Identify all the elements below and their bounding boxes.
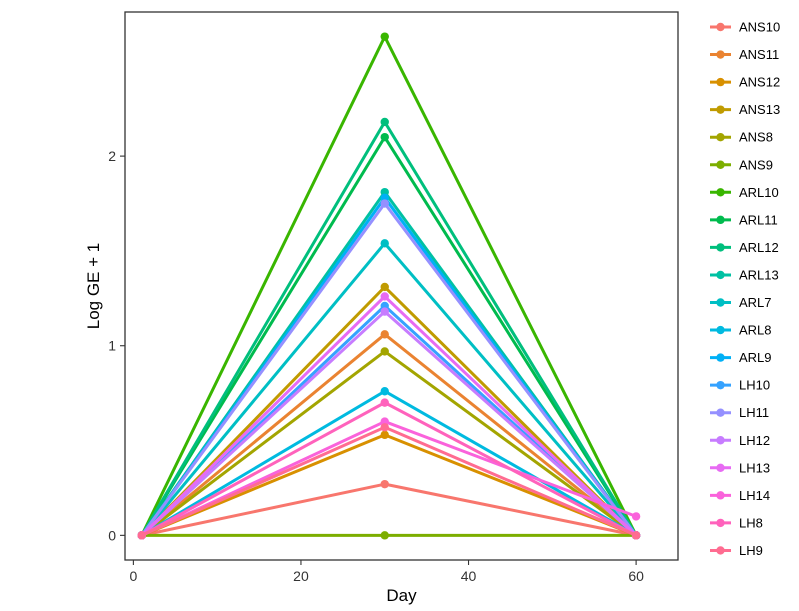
legend-key-point (716, 436, 725, 445)
legend-label: ARL13 (739, 267, 779, 282)
legend-item: ARL8 (710, 323, 772, 338)
x-tick-label: 60 (628, 568, 644, 584)
legend-item: ANS9 (710, 157, 773, 172)
legend-label: ANS9 (739, 157, 773, 172)
series-ans9 (137, 531, 641, 540)
x-axis-title: Day (386, 586, 417, 605)
data-point (380, 330, 389, 339)
series-lh9 (137, 423, 641, 540)
legend-key-point (716, 298, 725, 307)
legend-item: LH13 (710, 460, 770, 475)
series-arl13 (137, 187, 641, 540)
legend-item: ANS8 (710, 130, 773, 145)
legend-key-point (716, 518, 725, 528)
legend-item: LH12 (710, 433, 770, 448)
legend-label: ARL7 (739, 295, 772, 310)
data-point (380, 423, 389, 432)
legend: ANS10 ANS11 ANS12 ANS13 ANS8 ANS9 ARL10 ARL11 AR… (710, 20, 780, 558)
data-point (631, 512, 641, 521)
legend-label: ANS11 (739, 47, 779, 62)
legend-key-point (716, 491, 725, 500)
data-point (380, 199, 389, 208)
legend-item: LH9 (710, 543, 763, 558)
legend-key-point (716, 380, 725, 390)
data-point (380, 307, 389, 316)
y-tick-label: 2 (108, 148, 116, 164)
legend-key-point (716, 160, 725, 169)
legend-label: LH12 (739, 433, 770, 448)
legend-item: LH8 (710, 515, 763, 530)
legend-key-point (716, 105, 725, 114)
legend-label: ANS10 (739, 20, 780, 35)
legend-key-point (716, 353, 725, 362)
legend-item: ARL13 (710, 267, 779, 282)
y-tick-label: 1 (108, 338, 116, 354)
legend-label: LH9 (739, 543, 763, 558)
data-point (380, 430, 389, 440)
data-point (380, 398, 389, 407)
data-point (380, 292, 389, 301)
legend-key-point (716, 22, 725, 32)
legend-label: ANS13 (739, 102, 780, 117)
legend-label: ANS12 (739, 75, 780, 90)
legend-item: ANS12 (710, 75, 780, 90)
legend-key-point (716, 270, 725, 280)
series-line (140, 349, 638, 537)
data-point (137, 531, 146, 540)
legend-label: LH13 (739, 460, 770, 475)
data-point (380, 531, 389, 540)
legend-label: LH10 (739, 378, 770, 393)
legend-label: ARL10 (739, 185, 779, 200)
data-point (380, 479, 389, 489)
data-point (380, 347, 389, 356)
legend-key-point (716, 77, 725, 87)
y-axis-title: Log GE + 1 (84, 243, 103, 329)
legend-label: ANS8 (739, 130, 773, 145)
legend-item: LH11 (710, 405, 769, 420)
legend-item: ARL9 (710, 350, 772, 365)
legend-key-point (716, 408, 725, 417)
legend-item: ARL7 (710, 295, 772, 310)
legend-label: LH8 (739, 515, 763, 530)
data-point (380, 117, 389, 127)
data-point (380, 282, 389, 292)
legend-key-point (716, 463, 725, 472)
legend-item: ANS11 (710, 47, 779, 62)
legend-item: LH14 (710, 488, 770, 503)
legend-item: ARL12 (710, 240, 779, 255)
legend-item: LH10 (710, 378, 770, 393)
legend-label: LH11 (739, 405, 769, 420)
legend-key-point (716, 325, 725, 335)
legend-key-point (716, 188, 725, 197)
legend-label: ARL8 (739, 323, 772, 338)
panel-border (124, 11, 679, 561)
legend-item: ARL11 (710, 212, 778, 227)
legend-item: ANS10 (710, 20, 780, 35)
y-tick-label: 0 (108, 527, 116, 543)
x-tick-label: 40 (461, 568, 477, 584)
axes: 0 20 40 60 0 1 2 (108, 11, 679, 584)
legend-key-point (716, 133, 725, 142)
legend-key-point (716, 546, 725, 555)
legend-key-point (716, 215, 725, 225)
data-point (380, 239, 389, 248)
data-point (380, 387, 389, 396)
legend-key-point (716, 50, 725, 59)
legend-label: LH14 (739, 488, 770, 503)
legend-label: ARL12 (739, 240, 779, 255)
data-point (380, 32, 389, 41)
legend-key-point (716, 243, 725, 252)
plot-area (137, 32, 641, 540)
legend-label: ARL9 (739, 350, 772, 365)
data-point (631, 531, 641, 540)
legend-item: ARL10 (710, 185, 779, 200)
legend-item: ANS13 (710, 102, 780, 117)
data-point (380, 132, 389, 142)
series-arl9 (137, 193, 641, 540)
legend-label: ARL11 (739, 212, 778, 227)
x-tick-label: 20 (293, 568, 309, 584)
x-tick-label: 0 (129, 568, 137, 584)
